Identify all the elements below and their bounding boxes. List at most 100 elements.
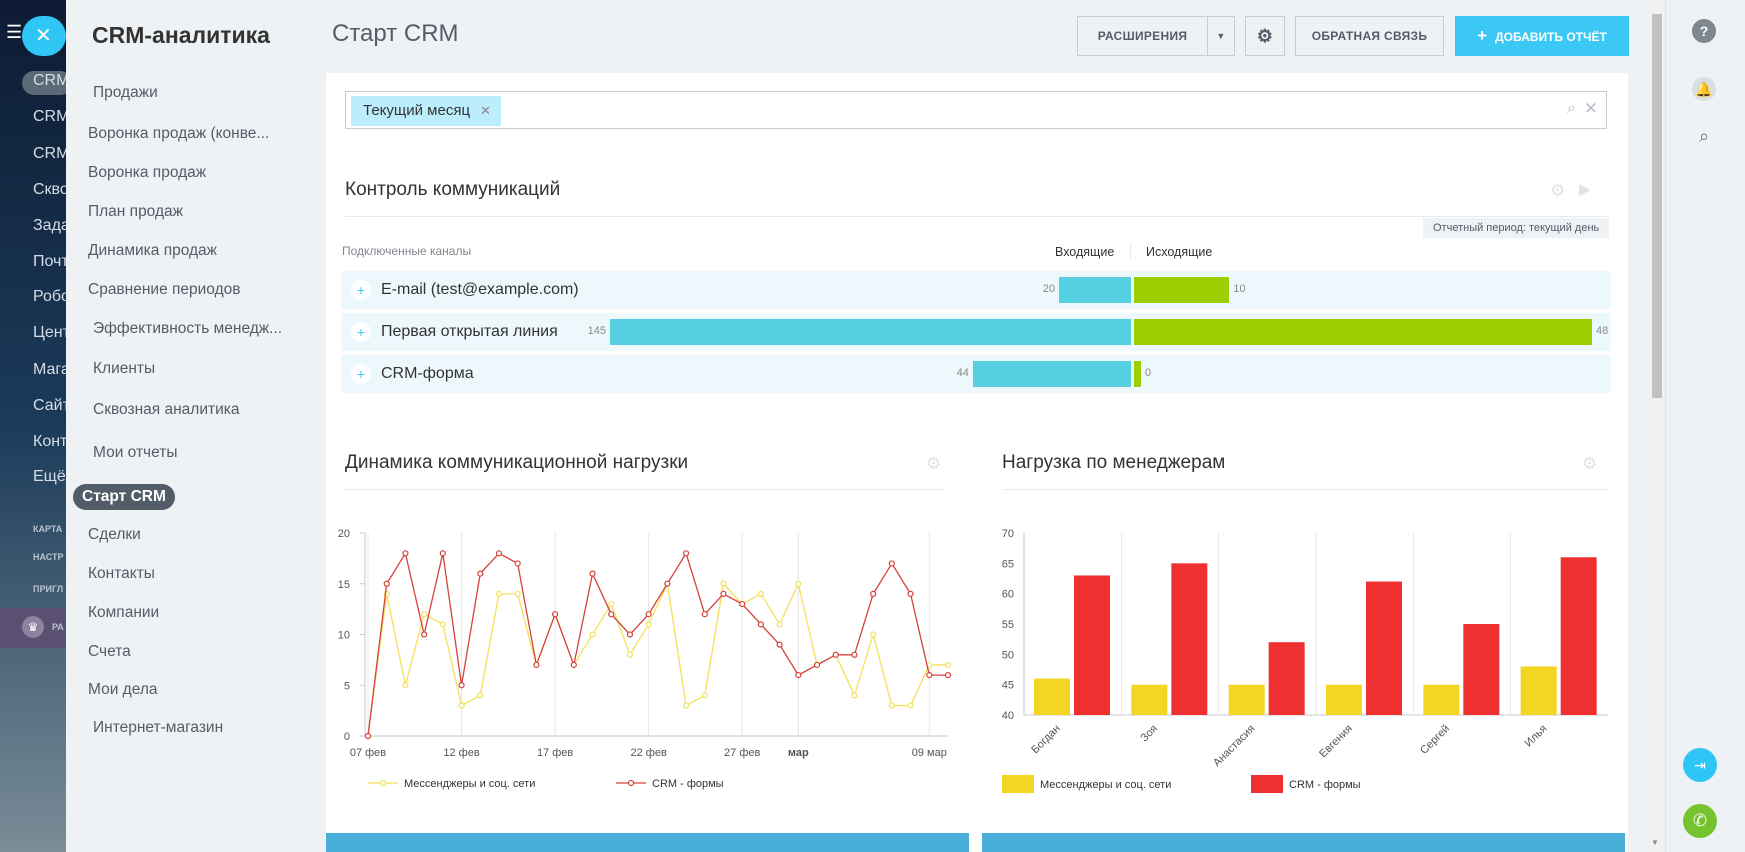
add-report-button[interactable]: + ДОБАВИТЬ ОТЧЁТ	[1455, 16, 1629, 56]
menu-item[interactable]: Мои отчеты	[93, 444, 178, 461]
chat-icon[interactable]: ⇥	[1683, 748, 1717, 782]
incoming-bar	[1059, 277, 1131, 303]
sidebar-peek-small[interactable]: РА	[52, 622, 64, 632]
search-icon[interactable]: ⌕	[1567, 100, 1576, 117]
sidebar-peek-item[interactable]: Зада	[33, 217, 66, 234]
divider	[345, 489, 945, 490]
menu-item[interactable]: План продаж	[88, 203, 183, 220]
data-point	[664, 580, 671, 587]
menu-item[interactable]: Сравнение периодов	[88, 281, 241, 298]
outgoing-bar	[1134, 361, 1141, 387]
search-icon[interactable]: ⌕	[1698, 126, 1710, 146]
sidebar-peek-item[interactable]: Почт	[33, 253, 66, 270]
col-outgoing: Исходящие	[1146, 245, 1213, 259]
menu-item[interactable]: Сделки	[88, 526, 141, 543]
incoming-bar	[610, 319, 1131, 345]
incoming-value: 44	[956, 367, 969, 379]
data-point	[870, 631, 877, 638]
menu-item[interactable]: Сквозная аналитика	[93, 401, 240, 418]
menu-item[interactable]: Компании	[88, 604, 160, 621]
settings-button[interactable]: ⚙	[1245, 16, 1285, 56]
menu-item[interactable]: Мои дела	[88, 681, 158, 698]
expand-icon[interactable]: +	[351, 322, 371, 342]
menu-icon[interactable]: ☰	[6, 22, 23, 42]
sidebar-peek-small[interactable]: КАРТА	[33, 524, 63, 534]
data-point	[477, 692, 484, 699]
data-point	[551, 611, 559, 618]
chip-remove-icon[interactable]: ✕	[480, 103, 491, 118]
clear-icon[interactable]: ✕	[1583, 99, 1598, 118]
close-slider-button[interactable]: ✕	[22, 16, 66, 56]
scrollbar-thumb[interactable]	[1652, 14, 1662, 398]
sidebar-peek-item[interactable]: CRM	[33, 108, 66, 125]
help-icon[interactable]: ?	[1692, 19, 1716, 43]
x-tick-label: 09 мар	[912, 747, 947, 759]
data-point	[944, 672, 952, 679]
sidebar-peek-item[interactable]: Конт	[33, 433, 66, 450]
data-point	[589, 631, 596, 638]
menu-item[interactable]: Воронка продаж (конве...	[88, 125, 270, 142]
gear-icon[interactable]: ⚙	[1582, 454, 1598, 473]
data-point	[514, 560, 521, 567]
sidebar-peek-item[interactable]: Мага	[33, 361, 66, 378]
gear-icon[interactable]: ⚙	[1550, 181, 1566, 200]
bar-chart: 40 45 50 55 60 65 70 Богдан Зоя Анастасия Евгения С…	[1002, 528, 1608, 793]
menu-item[interactable]: Динамика продаж	[88, 242, 218, 259]
filter-bar[interactable]: Текущий месяц ✕ ⌕ ✕	[345, 91, 1607, 129]
sidebar-peek-item[interactable]: Ещё	[33, 468, 66, 485]
menu-item-active[interactable]: Старт CRM	[73, 484, 175, 510]
data-point	[570, 661, 577, 669]
gear-icon[interactable]: ⚙	[926, 454, 942, 473]
sidebar-peek-item[interactable]: Цент	[33, 324, 66, 341]
x-tick-label: Сергей	[1418, 723, 1452, 757]
channel-name: CRM-форма	[381, 365, 474, 382]
phone-icon[interactable]: ✆	[1683, 804, 1717, 838]
data-point	[720, 590, 727, 598]
line-chart: 07 фев 12 фев 17 фев 22 фев 27 фев мар 09 мар 0…	[338, 528, 952, 790]
scroll-down-icon[interactable]: ▼	[1651, 838, 1659, 847]
sidebar-peek-item[interactable]: Робо	[33, 288, 66, 305]
video-icon[interactable]: ▶	[1579, 181, 1591, 198]
sidebar-peek-item[interactable]: CRM	[33, 72, 66, 89]
sidebar-peek-item[interactable]: Сайт	[33, 397, 66, 414]
data-point	[439, 550, 446, 557]
filter-chip[interactable]: Текущий месяц ✕	[351, 96, 501, 126]
bell-icon[interactable]: 🔔	[1692, 77, 1716, 101]
data-point	[608, 600, 615, 608]
data-point	[682, 550, 690, 557]
menu-item[interactable]: Интернет-магазин	[93, 719, 224, 736]
incoming-value: 145	[587, 325, 606, 337]
data-point	[608, 611, 615, 618]
expand-icon[interactable]: +	[351, 280, 371, 300]
expand-icon[interactable]: +	[351, 364, 371, 384]
data-point	[832, 651, 839, 658]
menu-item[interactable]: Клиенты	[93, 360, 156, 377]
bar	[1423, 684, 1460, 715]
series-line	[367, 551, 948, 737]
channel-row: + Первая открытая линия 145 48	[341, 313, 1611, 351]
sidebar-peek-item[interactable]: Скво	[33, 181, 66, 198]
feedback-button[interactable]: ОБРАТНАЯ СВЯЗЬ	[1295, 16, 1444, 56]
menu-title: CRM-аналитика	[92, 22, 270, 48]
sidebar-peek-item[interactable]: CRM	[33, 145, 66, 162]
menu-item[interactable]: Эффективность менедж...	[93, 320, 283, 337]
menu-item[interactable]: Воронка продаж	[88, 164, 207, 181]
y-tick-label: 20	[338, 528, 350, 540]
legend-swatch	[1251, 775, 1283, 793]
menu-item[interactable]: Счета	[88, 643, 131, 660]
extensions-button[interactable]: РАСШИРЕНИЯ	[1077, 16, 1208, 56]
data-point	[795, 580, 802, 587]
y-tick-label: 10	[338, 630, 350, 642]
bar	[1171, 563, 1208, 715]
legend-label: Мессенджеры и соц. сети	[1040, 779, 1171, 791]
menu-item[interactable]: Продажи	[93, 84, 158, 101]
data-point	[645, 621, 652, 628]
data-point	[626, 651, 634, 658]
sidebar-peek-small[interactable]: НАСТР	[33, 552, 64, 562]
sidebar-peek-small[interactable]: ПРИГЛ	[33, 584, 64, 594]
y-tick-label: 50	[1002, 649, 1014, 661]
extensions-dropdown-button[interactable]: ▼	[1207, 16, 1235, 56]
data-point	[645, 611, 652, 618]
data-point	[421, 631, 428, 638]
menu-item[interactable]: Контакты	[88, 565, 155, 582]
